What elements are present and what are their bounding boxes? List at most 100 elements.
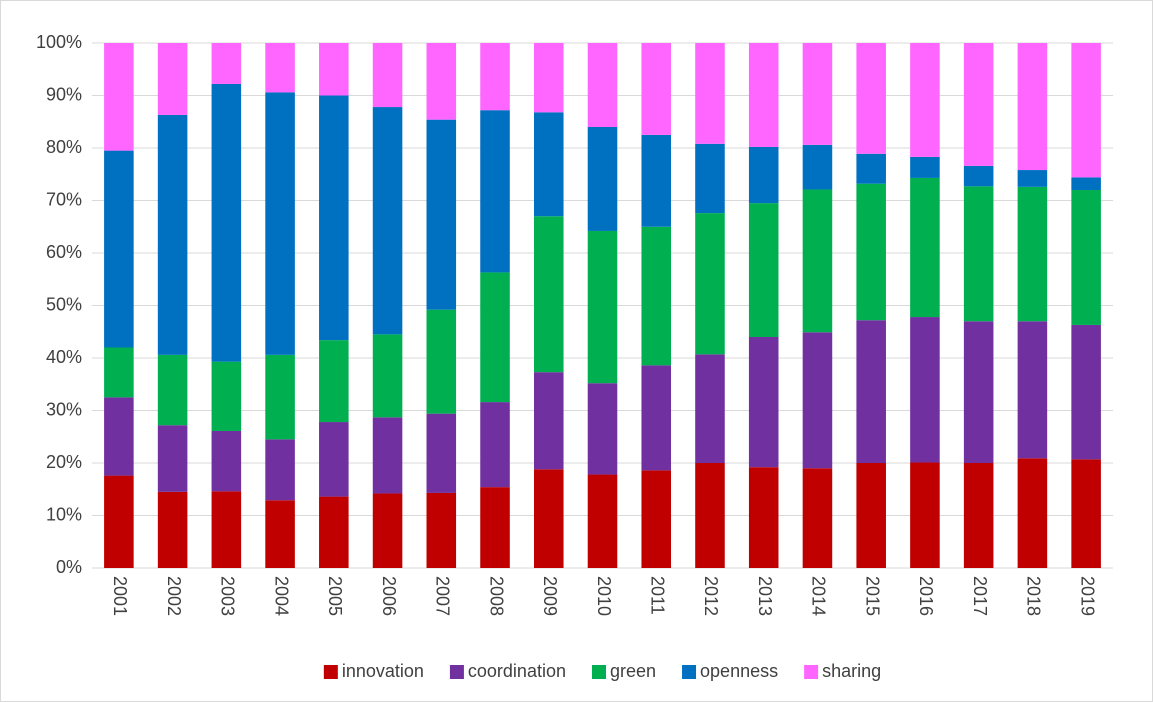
bar-segment <box>426 309 457 414</box>
bar-segment <box>319 422 349 497</box>
bar-segment <box>963 463 994 568</box>
bar-segment <box>480 402 510 488</box>
bar-segment <box>748 467 779 568</box>
bar-segment <box>533 43 564 113</box>
bar-segment <box>802 144 833 190</box>
y-tick-label: 80% <box>46 137 82 157</box>
bar-segment <box>1071 459 1101 568</box>
bar-segment <box>211 43 242 84</box>
bar-segment <box>265 500 295 568</box>
legend-swatch <box>682 665 697 679</box>
bar-segment <box>587 230 618 384</box>
legend-swatch <box>323 665 338 679</box>
bar-segment <box>211 491 242 568</box>
bar-segment <box>480 43 510 111</box>
x-tick-label: 2007 <box>433 576 453 616</box>
bar-segment <box>265 92 295 355</box>
bar-segment <box>533 469 564 568</box>
bar-segment <box>533 372 564 470</box>
x-tick-label: 2004 <box>271 576 291 616</box>
x-tick-label: 2006 <box>379 576 399 616</box>
bar-segment <box>104 397 134 476</box>
y-tick-label: 40% <box>46 347 82 367</box>
x-tick-label: 2012 <box>701 576 721 616</box>
bar-segment <box>641 470 672 568</box>
legend-label: sharing <box>822 661 881 681</box>
bar-segment <box>695 463 725 568</box>
bar-segment <box>372 334 403 418</box>
bar-segment <box>1017 170 1048 187</box>
bar-segment <box>1071 190 1101 325</box>
bar-segment <box>372 417 403 494</box>
bar-segment <box>1071 43 1101 178</box>
bar-segment <box>157 354 188 426</box>
x-tick-label: 2011 <box>647 576 667 615</box>
bar-segment <box>533 216 564 373</box>
bar-segment <box>856 43 886 154</box>
legend-label: innovation <box>342 661 424 681</box>
bar-segment <box>641 134 672 227</box>
bar-segment <box>426 119 457 310</box>
bar-segment <box>695 213 725 355</box>
y-tick-label: 30% <box>46 399 82 419</box>
bar-segment <box>1017 186 1048 322</box>
bar-segment <box>426 413 457 493</box>
bar-segment <box>963 186 994 322</box>
bar-segment <box>695 43 725 144</box>
bar-segment <box>641 43 672 135</box>
y-tick-label: 10% <box>46 504 82 524</box>
bar-segment <box>802 43 833 145</box>
legend-swatch <box>591 665 606 679</box>
bar-segment <box>1017 43 1048 171</box>
bar-segment <box>910 43 940 157</box>
bar-segment <box>641 226 672 366</box>
bar-segment <box>748 146 779 204</box>
legend-swatch <box>804 665 819 679</box>
bar-segment <box>910 317 940 463</box>
bar-segment <box>372 493 403 568</box>
bar-segment <box>856 320 886 463</box>
bar-segment <box>104 475 134 568</box>
legend-label: coordination <box>468 661 566 681</box>
bar-segment <box>1017 458 1048 568</box>
bar-segment <box>910 462 940 568</box>
bar-segment <box>426 492 457 568</box>
bar-segment <box>695 354 725 463</box>
bar-segment <box>211 430 242 492</box>
bar-segment <box>426 43 457 120</box>
bar-segment <box>157 491 188 568</box>
bar-segment <box>963 321 994 463</box>
bar-segment <box>480 487 510 568</box>
bar-segment <box>587 127 618 231</box>
x-tick-label: 2005 <box>325 576 345 616</box>
bar-segment <box>265 439 295 501</box>
bar-segment <box>856 463 886 568</box>
legend-label: green <box>610 661 656 681</box>
bar-segment <box>372 107 403 335</box>
x-tick-label: 2010 <box>594 576 614 616</box>
bar-segment <box>319 496 349 568</box>
bar-segment <box>910 156 940 178</box>
bar-segment <box>211 361 242 431</box>
bar-segment <box>641 365 672 471</box>
bar-segment <box>856 183 886 321</box>
y-tick-label: 0% <box>56 557 82 577</box>
bar-segment <box>963 43 994 166</box>
x-tick-label: 2019 <box>1077 576 1097 616</box>
bar-segment <box>480 272 510 403</box>
x-tick-label: 2018 <box>1024 576 1044 616</box>
x-tick-label: 2014 <box>809 576 829 616</box>
bar-segment <box>695 143 725 214</box>
bar-segment <box>802 332 833 469</box>
bar-segment <box>319 340 349 423</box>
y-tick-label: 60% <box>46 242 82 262</box>
bar-segment <box>802 189 833 333</box>
x-tick-label: 2002 <box>164 576 184 616</box>
bar-segment <box>104 43 134 151</box>
bar-segment <box>1071 177 1101 190</box>
bar-segment <box>372 43 403 108</box>
x-tick-label: 2013 <box>755 576 775 616</box>
